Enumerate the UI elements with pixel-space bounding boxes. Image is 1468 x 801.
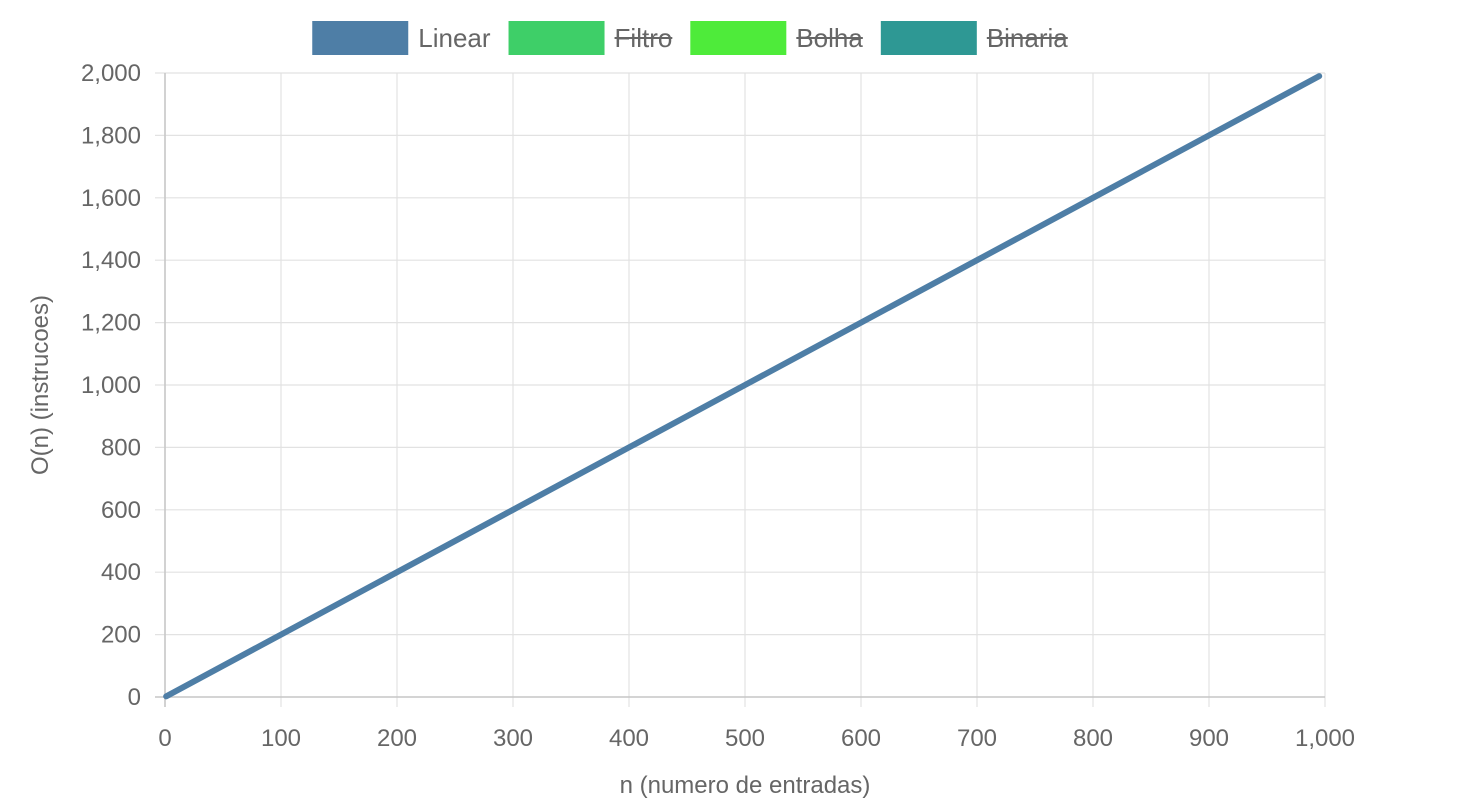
x-tick-label: 1,000: [1295, 725, 1355, 752]
series-line-linear: [163, 73, 1323, 700]
y-tick-label: 400: [101, 559, 141, 586]
axes: [155, 73, 1325, 707]
legend-item-bolha[interactable]: Bolha: [690, 21, 863, 55]
legend-swatch: [312, 21, 409, 55]
legend-swatch: [690, 21, 787, 55]
legend-item-linear[interactable]: Linear: [312, 21, 491, 55]
x-tick-label: 0: [158, 725, 171, 752]
legend-item-filtro[interactable]: Filtro: [508, 21, 673, 55]
x-tick-label: 500: [725, 725, 765, 752]
legend-swatch: [508, 21, 605, 55]
y-tick-label: 1,000: [81, 372, 141, 399]
legend-item-binaria[interactable]: Binaria: [880, 21, 1068, 55]
x-tick-label: 800: [1073, 725, 1113, 752]
legend-swatch: [880, 21, 977, 55]
x-tick-label: 700: [957, 725, 997, 752]
x-tick-label: 400: [609, 725, 649, 752]
x-tick-label: 600: [841, 725, 881, 752]
x-axis-title: n (numero de entradas): [620, 772, 871, 799]
y-tick-label: 1,200: [81, 310, 141, 337]
y-axis-ticks: 0 200 400 600 800 1,000 1,200 1,400 1,600 1,800 2,…: [81, 60, 141, 711]
x-tick-label: 100: [261, 725, 301, 752]
y-tick-label: 600: [101, 497, 141, 524]
y-tick-label: 2,000: [81, 60, 141, 87]
x-tick-label: 200: [377, 725, 417, 752]
x-tick-label: 900: [1189, 725, 1229, 752]
y-tick-label: 1,400: [81, 247, 141, 274]
x-tick-label: 300: [493, 725, 533, 752]
y-tick-label: 800: [101, 434, 141, 461]
legend-label: Linear: [418, 23, 491, 53]
x-axis-ticks: 0 100 200 300 400 500 600 700 800 900 1,000: [158, 725, 1355, 752]
y-tick-label: 1,800: [81, 122, 141, 149]
y-tick-label: 1,600: [81, 185, 141, 212]
series-group: [163, 73, 1323, 700]
y-axis-title: O(n) (instrucoes): [27, 295, 54, 475]
y-tick-label: 0: [128, 684, 141, 711]
y-tick-label: 200: [101, 622, 141, 649]
legend: Linear Filtro Bolha Binaria: [312, 21, 1068, 55]
